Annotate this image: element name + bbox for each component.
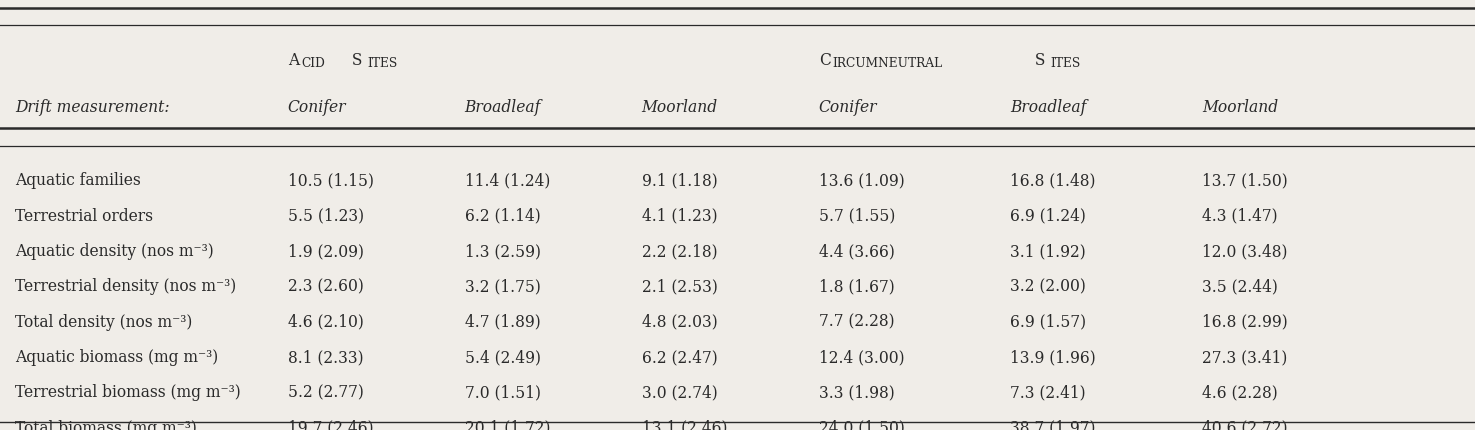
Text: 3.5 (2.44): 3.5 (2.44) xyxy=(1202,278,1277,295)
Text: 10.5 (1.15): 10.5 (1.15) xyxy=(288,172,373,189)
Text: Terrestrial orders: Terrestrial orders xyxy=(15,207,153,224)
Text: 7.7 (2.28): 7.7 (2.28) xyxy=(819,313,894,330)
Text: Conifer: Conifer xyxy=(288,99,347,116)
Text: 6.2 (1.14): 6.2 (1.14) xyxy=(465,207,540,224)
Text: Broadleaf: Broadleaf xyxy=(1010,99,1087,116)
Text: 3.2 (2.00): 3.2 (2.00) xyxy=(1010,278,1086,295)
Text: 13.9 (1.96): 13.9 (1.96) xyxy=(1010,348,1096,365)
Text: A: A xyxy=(288,52,299,68)
Text: Terrestrial density (nos m⁻³): Terrestrial density (nos m⁻³) xyxy=(15,278,236,295)
Text: 16.8 (1.48): 16.8 (1.48) xyxy=(1010,172,1096,189)
Text: 4.6 (2.10): 4.6 (2.10) xyxy=(288,313,363,330)
Text: 9.1 (1.18): 9.1 (1.18) xyxy=(642,172,717,189)
Text: Broadleaf: Broadleaf xyxy=(465,99,541,116)
Text: Aquatic biomass (mg m⁻³): Aquatic biomass (mg m⁻³) xyxy=(15,348,218,365)
Text: 5.2 (2.77): 5.2 (2.77) xyxy=(288,384,363,400)
Text: 4.8 (2.03): 4.8 (2.03) xyxy=(642,313,717,330)
Text: 24.0 (1.50): 24.0 (1.50) xyxy=(819,419,904,430)
Text: Drift measurement:: Drift measurement: xyxy=(15,99,170,116)
Text: 4.4 (3.66): 4.4 (3.66) xyxy=(819,243,894,259)
Text: 1.9 (2.09): 1.9 (2.09) xyxy=(288,243,364,259)
Text: 13.7 (1.50): 13.7 (1.50) xyxy=(1202,172,1288,189)
Text: 4.6 (2.28): 4.6 (2.28) xyxy=(1202,384,1277,400)
Text: Total biomass (mg m⁻³): Total biomass (mg m⁻³) xyxy=(15,419,196,430)
Text: 5.4 (2.49): 5.4 (2.49) xyxy=(465,348,541,365)
Text: 2.2 (2.18): 2.2 (2.18) xyxy=(642,243,717,259)
Text: 1.3 (2.59): 1.3 (2.59) xyxy=(465,243,541,259)
Text: 20.1 (1.72): 20.1 (1.72) xyxy=(465,419,550,430)
Text: 3.3 (1.98): 3.3 (1.98) xyxy=(819,384,894,400)
Text: 7.0 (1.51): 7.0 (1.51) xyxy=(465,384,541,400)
Text: S: S xyxy=(347,52,361,68)
Text: 16.8 (2.99): 16.8 (2.99) xyxy=(1202,313,1288,330)
Text: 3.0 (2.74): 3.0 (2.74) xyxy=(642,384,717,400)
Text: ITES: ITES xyxy=(367,57,398,70)
Text: 2.3 (2.60): 2.3 (2.60) xyxy=(288,278,363,295)
Text: Moorland: Moorland xyxy=(1202,99,1279,116)
Text: Aquatic density (nos m⁻³): Aquatic density (nos m⁻³) xyxy=(15,243,214,259)
Text: 5.5 (1.23): 5.5 (1.23) xyxy=(288,207,364,224)
Text: Conifer: Conifer xyxy=(819,99,878,116)
Text: 27.3 (3.41): 27.3 (3.41) xyxy=(1202,348,1288,365)
Text: Moorland: Moorland xyxy=(642,99,718,116)
Text: 5.7 (1.55): 5.7 (1.55) xyxy=(819,207,895,224)
Text: 38.7 (1.97): 38.7 (1.97) xyxy=(1010,419,1096,430)
Text: 12.0 (3.48): 12.0 (3.48) xyxy=(1202,243,1288,259)
Text: 13.1 (2.46): 13.1 (2.46) xyxy=(642,419,727,430)
Text: Terrestrial biomass (mg m⁻³): Terrestrial biomass (mg m⁻³) xyxy=(15,384,240,400)
Text: Total density (nos m⁻³): Total density (nos m⁻³) xyxy=(15,313,192,330)
Text: 3.2 (1.75): 3.2 (1.75) xyxy=(465,278,540,295)
Text: 40.6 (2.72): 40.6 (2.72) xyxy=(1202,419,1288,430)
Text: C: C xyxy=(819,52,830,68)
Text: 4.3 (1.47): 4.3 (1.47) xyxy=(1202,207,1277,224)
Text: 3.1 (1.92): 3.1 (1.92) xyxy=(1010,243,1086,259)
Text: 11.4 (1.24): 11.4 (1.24) xyxy=(465,172,550,189)
Text: 8.1 (2.33): 8.1 (2.33) xyxy=(288,348,363,365)
Text: 7.3 (2.41): 7.3 (2.41) xyxy=(1010,384,1086,400)
Text: 6.9 (1.24): 6.9 (1.24) xyxy=(1010,207,1086,224)
Text: ITES: ITES xyxy=(1050,57,1081,70)
Text: IRCUMNEUTRAL: IRCUMNEUTRAL xyxy=(833,57,943,70)
Text: 1.8 (1.67): 1.8 (1.67) xyxy=(819,278,894,295)
Text: 6.2 (2.47): 6.2 (2.47) xyxy=(642,348,717,365)
Text: S: S xyxy=(1030,52,1044,68)
Text: 12.4 (3.00): 12.4 (3.00) xyxy=(819,348,904,365)
Text: 4.7 (1.89): 4.7 (1.89) xyxy=(465,313,540,330)
Text: 19.7 (2.46): 19.7 (2.46) xyxy=(288,419,373,430)
Text: 2.1 (2.53): 2.1 (2.53) xyxy=(642,278,717,295)
Text: 4.1 (1.23): 4.1 (1.23) xyxy=(642,207,717,224)
Text: 6.9 (1.57): 6.9 (1.57) xyxy=(1010,313,1087,330)
Text: CID: CID xyxy=(302,57,326,70)
Text: 13.6 (1.09): 13.6 (1.09) xyxy=(819,172,904,189)
Text: Aquatic families: Aquatic families xyxy=(15,172,140,189)
